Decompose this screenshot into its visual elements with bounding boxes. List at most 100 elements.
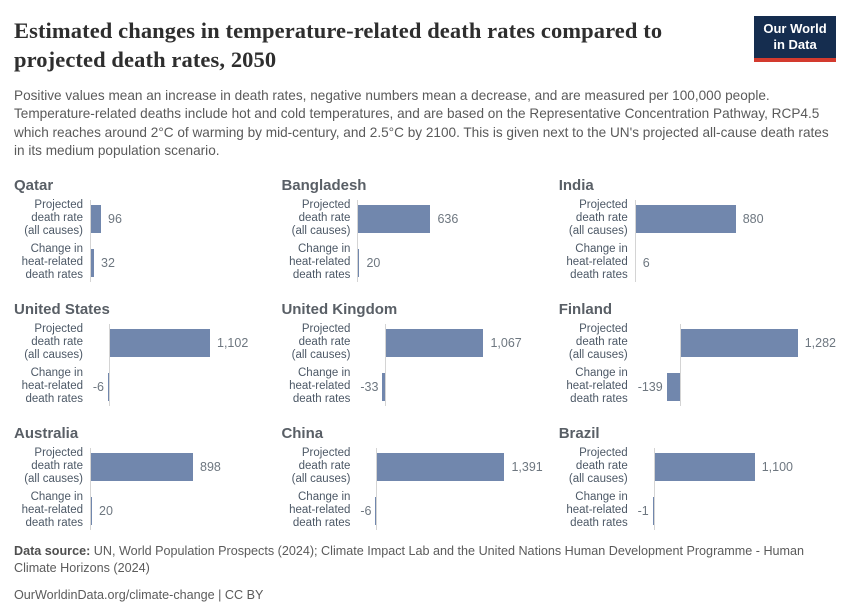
country-panel-brazil: Brazil Projected death rate (all causes) 1,1… (559, 425, 836, 530)
value-label: 32 (101, 255, 115, 270)
value-bar (357, 204, 431, 233)
value-bar (108, 372, 109, 401)
bar-category-label: Projected death rate (all causes) (24, 447, 83, 486)
value-label: 20 (366, 255, 381, 270)
value-bar (666, 372, 680, 401)
y-axis-line (90, 199, 91, 282)
bar-row: Change in heat-related death rates -6 (14, 367, 265, 405)
bar-category-label: Change in heat-related death rates (289, 491, 351, 530)
value-label: 6 (642, 255, 650, 270)
y-axis-line (634, 199, 636, 282)
value-bar (382, 372, 386, 401)
bar-category-label: Projected death rate (all causes) (568, 199, 628, 238)
positive-zone: 1,282 (679, 328, 836, 357)
bar-category-label: Projected death rate (all causes) (291, 323, 351, 362)
bar-category-label: Projected death rate (all causes) (291, 199, 351, 238)
bar-category-label: Change in heat-related death rates (566, 491, 628, 530)
positive-zone: 20 (357, 248, 542, 277)
bar-category-label: Change in heat-related death rates (21, 491, 83, 530)
y-axis-line (385, 323, 387, 406)
data-source-line: Data source: UN, World Population Prospe… (14, 543, 836, 578)
panel-chart: Projected death rate (all causes) 1,282 Chan… (559, 323, 836, 406)
panel-country-title: India (558, 176, 594, 194)
data-source-text: UN, World Population Prospects (2024); C… (14, 543, 805, 576)
value-label: 1,391 (511, 459, 543, 474)
positive-zone: 20 (90, 496, 265, 525)
value-bar (385, 328, 484, 357)
value-label: -139 (637, 379, 663, 394)
y-axis-line (376, 447, 378, 530)
panel-country-title: Finland (558, 300, 613, 318)
value-label: 1,102 (217, 335, 249, 350)
title-block: Estimated changes in temperature-related… (14, 14, 734, 85)
bar-category-label: Projected death rate (all causes) (568, 447, 628, 486)
bar-category-label: Change in heat-related death rates (21, 367, 83, 406)
country-panel-china: China Projected death rate (all causes) 1,39… (281, 425, 543, 530)
bar-row: Projected death rate (all causes) 1,282 (559, 323, 836, 361)
positive-zone: 1,067 (385, 328, 542, 357)
value-bar (90, 248, 94, 277)
value-label: 898 (200, 459, 221, 474)
panel-country-title: Australia (14, 424, 79, 442)
positive-zone: 898 (90, 452, 265, 481)
negative-zone: -6 (90, 372, 109, 401)
small-multiples-grid: Qatar Projected death rate (all causes) 96 Ch… (14, 176, 836, 530)
value-bar (90, 204, 101, 233)
bar-row: Change in heat-related death rates 32 (14, 243, 265, 281)
owid-logo-line1: Our World (763, 21, 827, 36)
panel-chart: Projected death rate (all causes) 636 Change… (281, 199, 542, 282)
value-label: -6 (360, 503, 372, 518)
panel-chart: Projected death rate (all causes) 1,102 Chan… (14, 323, 265, 406)
panel-chart: Projected death rate (all causes) 96 Change … (14, 199, 265, 282)
bar-category-label: Projected death rate (all causes) (24, 199, 83, 238)
country-panel-india: India Projected death rate (all causes) 880 C… (558, 176, 836, 282)
value-bar (357, 248, 360, 277)
bar-category-label: Change in heat-related death rates (566, 243, 628, 282)
bar-row: Projected death rate (all causes) 880 (559, 199, 836, 237)
bar-row: Projected death rate (all causes) 96 (14, 199, 265, 237)
bar-category-label: Change in heat-related death rates (21, 243, 83, 282)
panel-chart: Projected death rate (all causes) 1,067 Chan… (281, 323, 542, 406)
positive-zone: 32 (90, 248, 265, 277)
panel-country-title: United States (14, 300, 110, 318)
bar-row: Change in heat-related death rates -33 (281, 367, 542, 405)
bar-row: Projected death rate (all causes) 1,067 (281, 323, 542, 361)
value-bar (634, 204, 736, 233)
bar-row: Change in heat-related death rates -139 (559, 367, 836, 405)
bar-row: Change in heat-related death rates 20 (14, 491, 265, 529)
data-source-label: Data source: (14, 543, 91, 558)
bar-category-label: Projected death rate (all causes) (291, 447, 351, 486)
chart-footer: Data source: UN, World Population Prospe… (14, 543, 836, 604)
positive-zone: 1,391 (376, 452, 543, 481)
panel-chart: Projected death rate (all causes) 880 Change… (559, 199, 836, 282)
license-line: OurWorldinData.org/climate-change | CC B… (14, 587, 264, 602)
panel-chart: Projected death rate (all causes) 1,391 Chan… (281, 447, 543, 530)
bar-category-label: Projected death rate (all causes) (24, 323, 83, 362)
country-panel-united-kingdom: United Kingdom Projected death rate (all ca… (281, 300, 542, 406)
chart-header: Estimated changes in temperature-related… (14, 14, 836, 85)
panel-chart: Projected death rate (all causes) 1,100 Chan… (559, 447, 836, 530)
value-bar (376, 452, 505, 481)
value-label: 636 (437, 211, 459, 226)
value-label: 1,067 (490, 335, 522, 350)
bar-category-label: Change in heat-related death rates (289, 243, 351, 282)
chart-subtitle: Positive values mean an increase in deat… (14, 87, 829, 159)
value-label: 20 (99, 503, 113, 518)
positive-zone: 1,102 (109, 328, 265, 357)
country-panel-qatar: Qatar Projected death rate (all causes) 96 Ch… (14, 176, 265, 282)
panel-country-title: Qatar (14, 176, 54, 194)
bar-category-label: Change in heat-related death rates (289, 367, 351, 406)
value-label: -6 (92, 379, 104, 394)
value-label: 96 (108, 211, 122, 226)
panel-country-title: Bangladesh (281, 176, 367, 194)
y-axis-line (653, 447, 655, 530)
value-bar (653, 452, 755, 481)
value-label: 1,100 (761, 459, 793, 474)
owid-logo-line2: in Data (773, 37, 817, 52)
panel-country-title: United Kingdom (281, 300, 398, 318)
negative-zone: -139 (635, 372, 680, 401)
value-bar (679, 328, 798, 357)
negative-zone: -6 (357, 496, 377, 525)
bar-category-label: Projected death rate (all causes) (568, 323, 628, 362)
value-label: 1,282 (804, 335, 836, 350)
